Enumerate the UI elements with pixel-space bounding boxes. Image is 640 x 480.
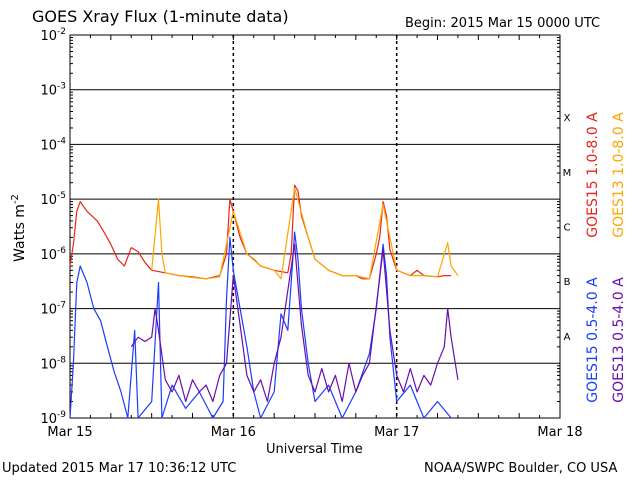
flare-class-c: C	[564, 223, 571, 234]
y-tick-label-1e-9: 10-9	[40, 410, 66, 427]
y-tick-label-1e-5: 10-5	[40, 191, 66, 208]
y-tick-label-1e-7: 10-7	[40, 301, 66, 318]
x-tick-label: Mar 17	[374, 425, 419, 440]
flare-class-m: M	[563, 168, 572, 179]
y-tick-label-1e-6: 10-6	[40, 246, 66, 263]
updated-timestamp: Updated 2015 Mar 17 10:36:12 UTC	[2, 461, 237, 476]
series-line-1	[151, 187, 459, 280]
x-axis-label: Universal Time	[266, 442, 363, 457]
legend-entry-2: GOES15 0.5-4.0 A	[585, 277, 601, 403]
flare-class-a: A	[564, 332, 571, 343]
legend-entry-0: GOES15 1.0-8.0 A	[585, 112, 601, 238]
flare-class-x: X	[564, 113, 571, 124]
legend-entry-3: GOES13 0.5-4.0 A	[611, 277, 627, 403]
y-tick-label-1e-4: 10-4	[40, 136, 66, 153]
begin-date: Begin: 2015 Mar 15 0000 UTC	[405, 16, 601, 31]
legend-entry-1: GOES13 1.0-8.0 A	[611, 112, 627, 238]
x-tick-label: Mar 15	[47, 425, 92, 440]
x-tick-label: Mar 16	[211, 425, 256, 440]
y-axis-label: Watts m-2	[10, 194, 28, 262]
y-tick-label-1e-8: 10-8	[40, 355, 66, 372]
credit-text: NOAA/SWPC Boulder, CO USA	[424, 461, 618, 476]
x-tick-label: Mar 18	[537, 425, 582, 440]
plot-frame	[69, 34, 561, 419]
series-line-3	[130, 243, 459, 403]
y-tick-label-1e-3: 10-3	[40, 82, 66, 99]
y-tick-label-1e-2: 10-2	[40, 27, 66, 44]
flare-class-b: B	[564, 277, 571, 288]
chart-title: GOES Xray Flux (1-minute data)	[32, 7, 289, 26]
